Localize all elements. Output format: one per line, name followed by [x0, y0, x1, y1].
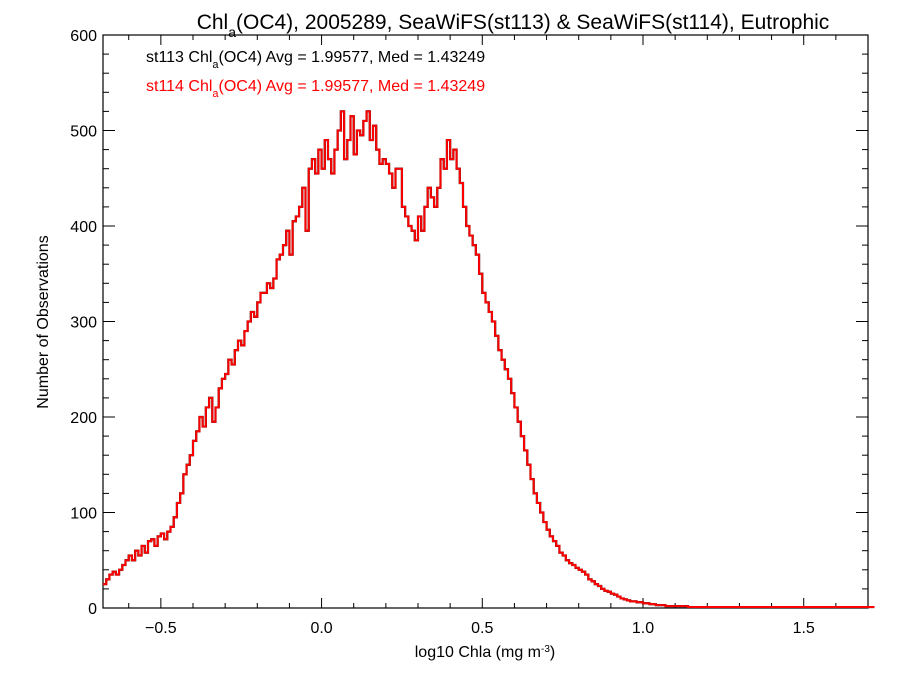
chart-title: Chla(OC4), 2005289, SeaWiFS(st113) & Sea… [197, 11, 830, 40]
series-st114-step [103, 111, 874, 607]
plot-frame [103, 35, 868, 608]
chart-title-post: (OC4), 2005289, SeaWiFS(st113) & SeaWiFS… [236, 11, 829, 34]
x-tick-label: 0.5 [471, 620, 493, 637]
y-tick-label: 500 [70, 124, 97, 141]
x-axis-label-post: ) [550, 644, 555, 661]
legend-st113-pre: st113 Chl [146, 49, 212, 66]
chart-title-sub: a [228, 24, 236, 40]
legend-st114-pre: st114 Chl [146, 78, 212, 95]
x-tick-label: 0.0 [310, 620, 332, 637]
y-tick-label: 0 [88, 601, 97, 618]
y-tick-label: 300 [70, 315, 97, 332]
y-axis-label: Number of Observations [35, 235, 52, 408]
legend-st114: st114 Chla(OC4) Avg = 1.99577, Med = 1.4… [146, 78, 485, 100]
y-tick-label: 400 [70, 219, 97, 236]
x-tick-label: 1.5 [793, 620, 815, 637]
legend-st114-post: (OC4) Avg = 1.99577, Med = 1.43249 [219, 78, 486, 95]
legend-st113: st113 Chla(OC4) Avg = 1.99577, Med = 1.4… [146, 49, 485, 71]
y-tick-label: 200 [70, 410, 97, 427]
y-tick-label: 100 [70, 506, 97, 523]
chart-title-pre: Chl [197, 11, 229, 34]
legend-st113-post: (OC4) Avg = 1.99577, Med = 1.43249 [219, 49, 486, 66]
series-st113-step [103, 111, 874, 607]
x-axis-label: log10 Chla (mg m-3) [415, 644, 556, 662]
y-tick-label: 600 [70, 28, 97, 45]
x-axis-label-pre: log10 Chla (mg m [415, 644, 541, 661]
x-tick-label: 1.0 [632, 620, 654, 637]
x-tick-label: −0.5 [145, 620, 177, 637]
plot-area: −0.5 0.0 0.5 1.0 1.5 0 100 200 300 400 500 600 [70, 28, 874, 637]
